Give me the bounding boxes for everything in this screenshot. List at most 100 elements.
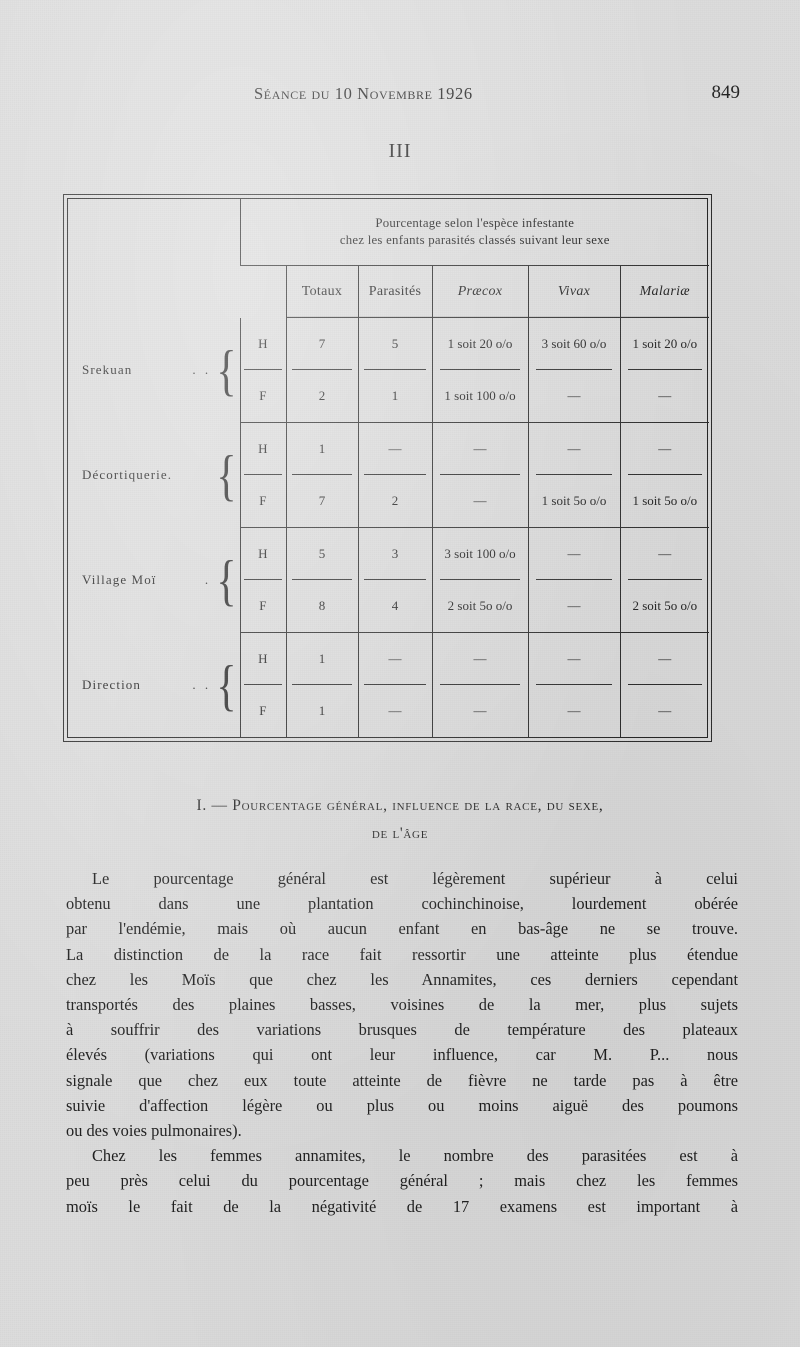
parasites-cell: 1 [357, 370, 432, 423]
paragraph-2: Chez les femmes annamites, le nombre des… [66, 1143, 738, 1219]
sex-cell: H [239, 527, 286, 580]
vivax-cell: 1 soit 5o o/o [527, 475, 620, 528]
running-head: Séance du 10 Novembre 1926 849 [60, 82, 741, 108]
data-table-frame: Pourcentage selon l'espèce infestante ch… [63, 194, 712, 742]
section-numeral: III [388, 140, 412, 162]
malariae-cell: 1 soit 20 o/o [619, 318, 710, 370]
column-header-parasites: Parasités [357, 265, 432, 318]
parasites-cell: — [357, 632, 432, 685]
praecox-cell: 3 soit 100 o/o [431, 527, 528, 580]
sex-cell: H [239, 318, 286, 370]
row-label-village-moi: Village Moï . { [82, 550, 237, 612]
malariae-cell: — [619, 685, 710, 737]
row-label-decortiquerie: Décortiquerie. { [82, 445, 237, 507]
table-row: F 8 4 2 soit 5o o/o — 2 soit 5o o/o [68, 580, 710, 633]
parasites-cell: 3 [357, 527, 432, 580]
text-line: obtenu dans une plantation cochinchinois… [66, 894, 738, 914]
parasites-cell: — [357, 685, 432, 737]
malariae-cell: 1 soit 5o o/o [619, 475, 710, 528]
parasites-cell: 2 [357, 475, 432, 528]
text-line: suivie d'affection légère ou plus ou moi… [66, 1095, 738, 1115]
malariae-cell: — [619, 632, 710, 685]
page-number: 849 [711, 82, 741, 103]
parasites-cell: 5 [357, 318, 432, 370]
text-line: Chez les femmes annamites, le nombre des… [66, 1143, 738, 1168]
text-line: signale que chez eux toute atteinte de f… [66, 1070, 738, 1090]
article-heading-line1: Pourcentage général, influence de la rac… [232, 797, 604, 814]
text-line: ou des voies pulmonaires). [66, 1121, 242, 1141]
table-row: F 7 2 — 1 soit 5o o/o 1 soit 5o o/o [68, 475, 710, 528]
table-row: F 1 — — — — [68, 685, 710, 737]
sex-cell: H [239, 632, 286, 685]
location-name: Direction [82, 676, 141, 692]
column-header-sex [240, 266, 286, 319]
parasite-percentage-table: Pourcentage selon l'espèce infestante ch… [68, 199, 710, 737]
malariae-cell: — [619, 370, 710, 423]
column-header-praecox: Præcox [431, 265, 528, 318]
row-label-srekuan: Srekuan . . { [82, 340, 237, 403]
sex-cell: H [239, 422, 286, 475]
article-heading-line2: de l'âge [371, 825, 429, 842]
praecox-cell: 1 soit 20 o/o [431, 318, 528, 370]
location-name: Décortiquerie. [82, 467, 173, 482]
totaux-cell: 1 [285, 632, 358, 685]
table-row: Village Moï . { H 5 3 3 soit 100 o/o — — [68, 527, 710, 609]
table-row: Décortiquerie. { H 1 — — — — [68, 422, 710, 504]
vivax-cell: — [527, 685, 620, 737]
malariae-cell: — [619, 422, 710, 475]
article-heading: I. — Pourcentage général, influence de l… [60, 792, 740, 848]
leader-dots: . [204, 572, 212, 587]
leader-dots: . . [192, 676, 212, 692]
column-header-vivax: Vivax [527, 265, 620, 318]
malariae-cell: 2 soit 5o o/o [619, 580, 710, 633]
vivax-cell: — [527, 527, 620, 580]
totaux-cell: 7 [285, 318, 358, 370]
column-header-malariae: Malariæ [619, 265, 710, 318]
vivax-cell: — [527, 580, 620, 633]
vivax-cell: 3 soit 60 o/o [527, 318, 620, 370]
table-row: Direction . . { H 1 — — — — [68, 632, 710, 714]
totaux-cell: 1 [285, 685, 358, 737]
vivax-cell: — [527, 370, 620, 423]
leader-dots: . . [192, 362, 212, 378]
span-header-line1: Pourcentage selon l'espèce infestante [375, 216, 575, 230]
text-line: peu près celui du pourcentage général ; … [66, 1171, 738, 1191]
table-corner-blank [68, 199, 240, 266]
paragraph-1: Le pourcentage général est légèrement su… [66, 866, 738, 1143]
totaux-cell: 8 [285, 580, 358, 633]
text-line: élevés (variations qui ont leur influenc… [66, 1045, 738, 1065]
column-header-totaux: Totaux [285, 265, 358, 318]
text-line: transportés des plaines basses, voisines… [66, 995, 738, 1015]
text-line: moïs le fait de la négativité de 17 exam… [66, 1196, 738, 1216]
sex-cell: F [239, 370, 286, 423]
location-name: Srekuan [82, 362, 133, 378]
totaux-cell: 2 [285, 370, 358, 423]
praecox-cell: — [431, 422, 528, 475]
table-row: Srekuan . . { H 7 5 1 soit 20 o/o 3 soit… [68, 318, 710, 399]
malariae-cell: — [619, 527, 710, 580]
table-span-header-row: Pourcentage selon l'espèce infestante ch… [68, 199, 710, 266]
vivax-cell: — [527, 632, 620, 685]
article-heading-number: I. — [196, 797, 233, 814]
parasites-cell: — [357, 422, 432, 475]
text-line: La distinction de la race fait ressortir… [66, 944, 738, 964]
praecox-cell: — [431, 475, 528, 528]
table-span-header: Pourcentage selon l'espèce infestante ch… [239, 199, 710, 266]
text-line: à souffrir des variations brusques de te… [66, 1020, 738, 1040]
table-column-header-row: Totaux Parasités Præcox Vivax Malariæ [68, 265, 710, 319]
location-name: Village Moï [82, 572, 157, 587]
praecox-cell: — [431, 632, 528, 685]
column-header-blank [68, 266, 240, 319]
praecox-cell: 2 soit 5o o/o [431, 580, 528, 633]
vivax-cell: — [527, 422, 620, 475]
line-text: Le pourcentage général est légèrement su… [92, 869, 738, 888]
text-line: Le pourcentage général est légèrement su… [66, 866, 738, 891]
totaux-cell: 1 [285, 422, 358, 475]
totaux-cell: 7 [285, 475, 358, 528]
running-head-title: Séance du 10 Novembre 1926 [254, 84, 473, 103]
text-line: par l'endémie, mais où aucun enfant en b… [66, 919, 738, 939]
span-header-line2: chez les enfants parasités classés suiva… [339, 233, 610, 247]
totaux-cell: 5 [285, 527, 358, 580]
sex-cell: F [239, 475, 286, 528]
